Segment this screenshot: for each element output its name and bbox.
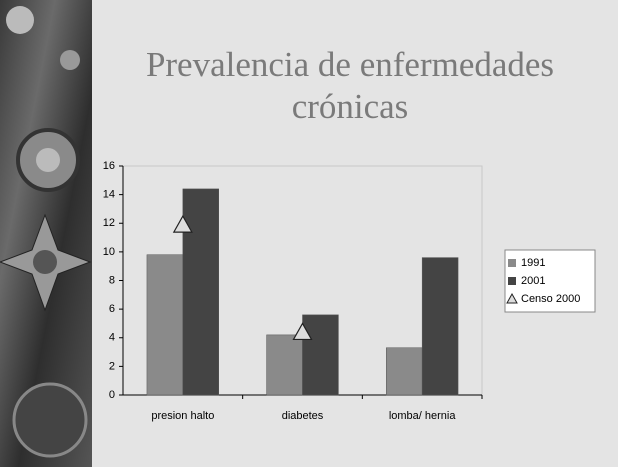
legend-label: Censo 2000 — [521, 293, 580, 305]
y-tick-label: 14 — [103, 189, 115, 201]
legend-swatch — [508, 259, 516, 267]
legend-label: 1991 — [521, 257, 545, 269]
x-tick-label: presion halto — [151, 410, 214, 422]
y-tick-label: 4 — [109, 332, 115, 344]
bar — [267, 335, 303, 395]
chart-title: Prevalencia de enfermedades crónicas — [120, 44, 580, 128]
y-tick-label: 6 — [109, 303, 115, 315]
y-tick-label: 12 — [103, 217, 115, 229]
bar — [386, 348, 422, 395]
legend-label: 2001 — [521, 275, 545, 287]
x-tick-label: diabetes — [282, 410, 324, 422]
legend-swatch — [508, 277, 516, 285]
y-tick-label: 10 — [103, 246, 115, 258]
y-tick-label: 16 — [103, 160, 115, 172]
y-tick-label: 0 — [109, 389, 115, 401]
bar — [422, 258, 458, 395]
bar — [183, 189, 219, 395]
bar — [147, 255, 183, 395]
slide: 0 2 4 6 8 10 12 14 16 presion halto diabetes lomba/… — [0, 0, 618, 467]
x-tick-label: lomba/ hernia — [389, 410, 457, 422]
y-tick-label: 8 — [109, 274, 115, 286]
y-tick-label: 2 — [109, 360, 115, 372]
decorative-strip — [0, 0, 92, 467]
bar — [303, 315, 339, 395]
